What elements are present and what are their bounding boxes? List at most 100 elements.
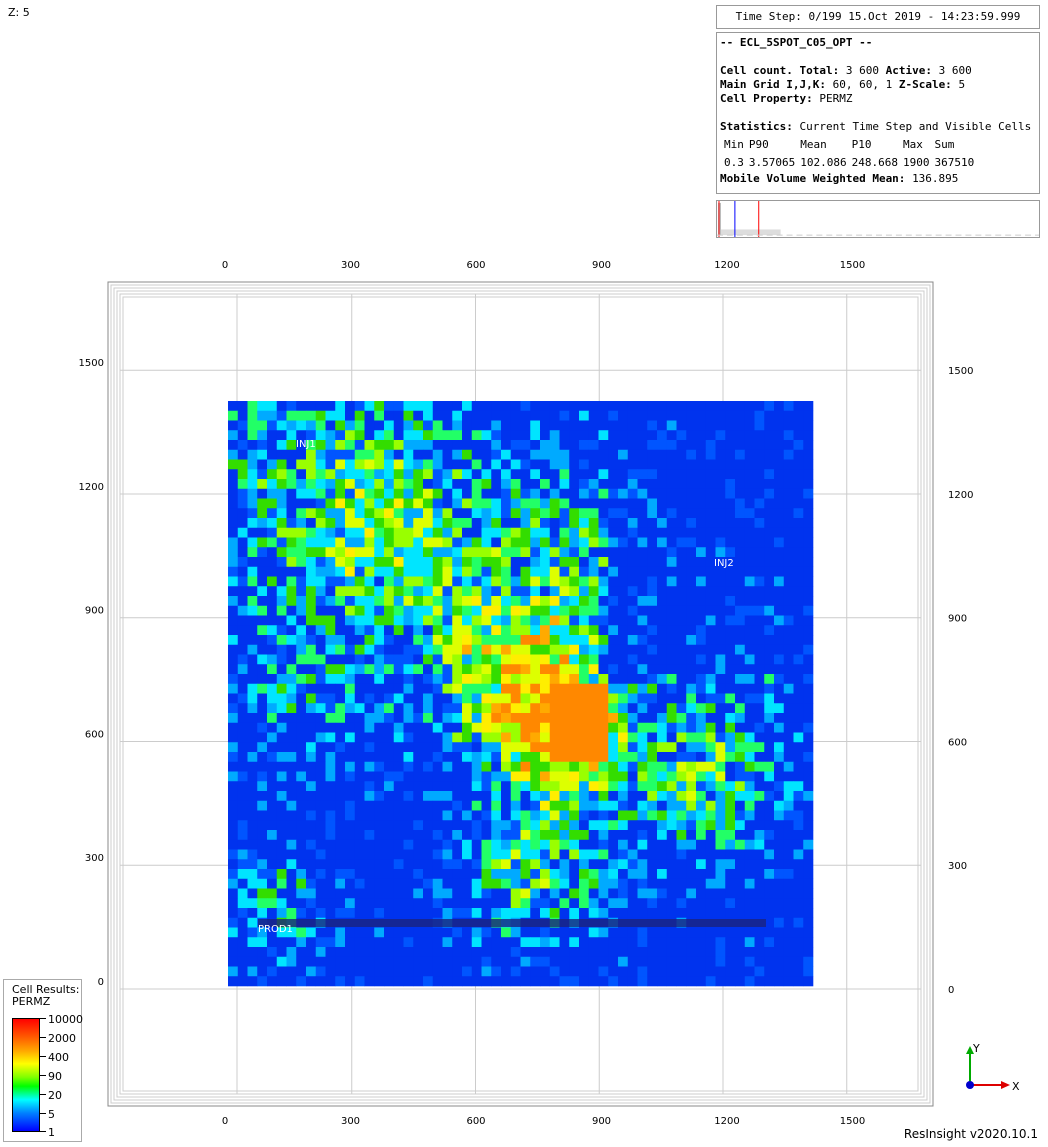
grid-cell <box>559 605 570 616</box>
grid-cell <box>247 664 258 675</box>
grid-cell <box>345 654 356 665</box>
grid-cell <box>345 664 356 675</box>
grid-cell <box>549 820 560 831</box>
grid-cell <box>325 791 336 802</box>
grid-cell <box>384 693 395 704</box>
grid-cell <box>491 937 502 948</box>
grid-cell <box>413 469 424 480</box>
grid-cell <box>549 479 560 490</box>
grid-cell <box>579 430 590 441</box>
grid-cell <box>462 683 473 694</box>
grid-cell <box>744 420 755 431</box>
grid-cell <box>501 859 512 870</box>
grid-cell <box>501 674 512 685</box>
grid-cell <box>452 810 463 821</box>
grid-cell <box>345 947 356 958</box>
grid-cell <box>764 937 775 948</box>
grid-cell <box>735 703 746 714</box>
grid-cell <box>608 401 619 412</box>
grid-cell <box>510 800 521 811</box>
grid-cell <box>491 401 502 412</box>
grid-cell <box>423 449 434 460</box>
grid-cell <box>530 430 541 441</box>
grid-cell <box>637 927 648 938</box>
grid-cell <box>345 771 356 782</box>
grid-cell <box>549 605 560 616</box>
grid-cell <box>735 761 746 772</box>
grid-cell <box>793 576 804 587</box>
grid-cell <box>657 898 668 909</box>
grid-cell <box>579 956 590 967</box>
grid-cell <box>374 596 385 607</box>
grid-cell <box>744 547 755 558</box>
grid-cell <box>569 859 580 870</box>
grid-cell <box>579 674 590 685</box>
grid-cell <box>286 440 297 451</box>
grid-cell <box>267 508 278 519</box>
grid-cell <box>783 596 794 607</box>
grid-cell <box>315 469 326 480</box>
grid-cell <box>783 703 794 714</box>
grid-cell <box>286 781 297 792</box>
grid-cell <box>735 722 746 733</box>
grid-cell <box>393 771 404 782</box>
grid-cell <box>374 966 385 977</box>
grid-cell <box>754 800 765 811</box>
grid-cell <box>725 440 736 451</box>
grid-cell <box>306 956 317 967</box>
grid-cell <box>247 683 258 694</box>
grid-cell <box>247 508 258 519</box>
grid-cell <box>696 791 707 802</box>
grid-cell <box>696 635 707 646</box>
grid-cell <box>267 654 278 665</box>
grid-cell <box>228 917 239 928</box>
frame-box-line <box>119 293 922 1095</box>
grid-cell <box>520 440 531 451</box>
grid-cell <box>774 830 785 841</box>
axis-triad[interactable]: Y X <box>955 1040 1030 1095</box>
grid-cell <box>354 703 365 714</box>
grid-cell <box>793 800 804 811</box>
grid-cell <box>471 761 482 772</box>
grid-cell <box>442 888 453 899</box>
grid-cell <box>237 635 248 646</box>
grid-cell <box>666 547 677 558</box>
grid-cell <box>705 898 716 909</box>
grid-cell <box>793 508 804 519</box>
grid-cell <box>481 420 492 431</box>
grid-cell <box>774 674 785 685</box>
grid-cell <box>335 615 346 626</box>
grid-cell <box>764 849 775 860</box>
grid-cell <box>296 625 307 636</box>
grid-cell <box>237 869 248 880</box>
legend-tick <box>40 1037 46 1038</box>
grid-cell <box>705 566 716 577</box>
grid-cell <box>442 869 453 880</box>
grid-cell <box>374 440 385 451</box>
grid-cell <box>608 508 619 519</box>
grid-cell <box>696 508 707 519</box>
grid-cell <box>442 605 453 616</box>
grid-cell <box>598 908 609 919</box>
grid-cell <box>432 927 443 938</box>
grid-cell <box>530 937 541 948</box>
grid-cell <box>364 420 375 431</box>
grid-cell <box>666 440 677 451</box>
grid-cell <box>306 664 317 675</box>
grid-cell <box>237 849 248 860</box>
grid-cell <box>754 732 765 743</box>
grid-cell <box>618 966 629 977</box>
grid-cell <box>618 693 629 704</box>
grid-cell <box>306 401 317 412</box>
grid-cell <box>296 839 307 850</box>
grid-cell <box>325 664 336 675</box>
grid-cell <box>247 449 258 460</box>
grid-cell <box>793 878 804 889</box>
grid-cell <box>364 791 375 802</box>
grid-cell <box>637 693 648 704</box>
grid-cell <box>803 898 814 909</box>
stats-header-row: Min P90 Mean P10 Max Sum <box>722 136 977 154</box>
grid-cell <box>491 674 502 685</box>
grid-cell <box>559 976 570 987</box>
